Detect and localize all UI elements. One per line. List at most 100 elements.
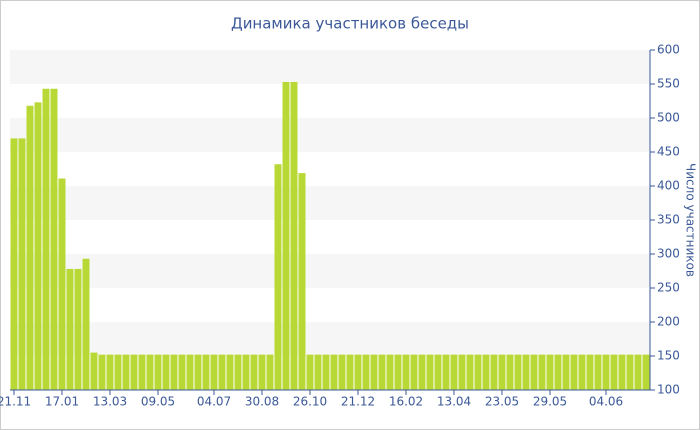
bar [226, 354, 234, 390]
bar [82, 258, 90, 390]
bar [506, 354, 514, 390]
x-tick-label: 09.05 [141, 395, 175, 409]
y-tick-label: 500 [657, 111, 680, 125]
bar [146, 354, 154, 390]
grid-band [10, 186, 650, 220]
bar [186, 354, 194, 390]
bar [538, 354, 546, 390]
bar [18, 138, 26, 390]
bar [114, 354, 122, 390]
bar [130, 354, 138, 390]
bar [154, 354, 162, 390]
bar [514, 354, 522, 390]
bar [314, 354, 322, 390]
x-tick-label: 21.12 [341, 395, 375, 409]
bar [74, 268, 82, 390]
bar [618, 354, 626, 390]
x-tick-label: 13.03 [93, 395, 127, 409]
bar [306, 354, 314, 390]
bar [522, 354, 530, 390]
bar [282, 81, 290, 391]
bar [578, 354, 586, 390]
grid-band [10, 254, 650, 288]
bar [90, 352, 98, 390]
bar [42, 88, 50, 390]
bar [330, 354, 338, 390]
bar [338, 354, 346, 390]
bar [50, 88, 58, 390]
bar [562, 354, 570, 390]
y-tick-label: 450 [657, 145, 680, 159]
bar [594, 354, 602, 390]
bar [418, 354, 426, 390]
bar [242, 354, 250, 390]
bar [210, 354, 218, 390]
bar [106, 354, 114, 390]
bar [634, 354, 642, 390]
y-tick-label: 150 [657, 349, 680, 363]
bar [570, 354, 578, 390]
bar [466, 354, 474, 390]
bar [442, 354, 450, 390]
grid-band [10, 50, 650, 84]
y-axis-label: Число участников [684, 163, 698, 277]
bar [410, 354, 418, 390]
x-tick-label: 04.07 [197, 395, 231, 409]
x-tick-label: 17.01 [45, 395, 79, 409]
y-tick-label: 100 [657, 383, 680, 397]
x-tick-label: 13.04 [437, 395, 471, 409]
bar [66, 268, 74, 390]
bar [626, 354, 634, 390]
bar [194, 354, 202, 390]
x-tick-label: 16.02 [389, 395, 423, 409]
bar [250, 354, 258, 390]
y-tick-label: 400 [657, 179, 680, 193]
bar [26, 105, 34, 390]
bar [546, 354, 554, 390]
bar [530, 354, 538, 390]
bar [386, 354, 394, 390]
bar [434, 354, 442, 390]
bar [258, 354, 266, 390]
bar [98, 354, 106, 390]
chart-title: Динамика участников беседы [231, 15, 469, 33]
grid-bands [10, 50, 650, 356]
bar [642, 354, 650, 390]
bar [10, 138, 18, 390]
grid-band [10, 118, 650, 152]
bar [202, 354, 210, 390]
bar [402, 354, 410, 390]
x-tick-label: 29.05 [533, 395, 567, 409]
bar [34, 102, 42, 391]
bar [498, 354, 506, 390]
bar [362, 354, 370, 390]
y-tick-label: 200 [657, 315, 680, 329]
bar [610, 354, 618, 390]
bar [274, 164, 282, 390]
bar [586, 354, 594, 390]
bar [482, 354, 490, 390]
bar [370, 354, 378, 390]
bar [162, 354, 170, 390]
bar [394, 354, 402, 390]
x-tick-label: 26.10 [293, 395, 327, 409]
grid-band [10, 322, 650, 356]
bar [298, 173, 306, 390]
x-tick-label: 23.05 [485, 395, 519, 409]
bar [290, 81, 298, 391]
y-tick-label: 550 [657, 77, 680, 91]
bar [58, 178, 66, 390]
y-tick-label: 600 [657, 43, 680, 57]
bar [474, 354, 482, 390]
x-tick-label: 30.08 [245, 395, 279, 409]
x-tick-label: 04.06 [589, 395, 623, 409]
y-tick-label: 300 [657, 247, 680, 261]
bar [218, 354, 226, 390]
bar [490, 354, 498, 390]
bar [234, 354, 242, 390]
x-tick-label: 21.11 [0, 395, 31, 409]
bar [458, 354, 466, 390]
bar [346, 354, 354, 390]
bar [122, 354, 130, 390]
